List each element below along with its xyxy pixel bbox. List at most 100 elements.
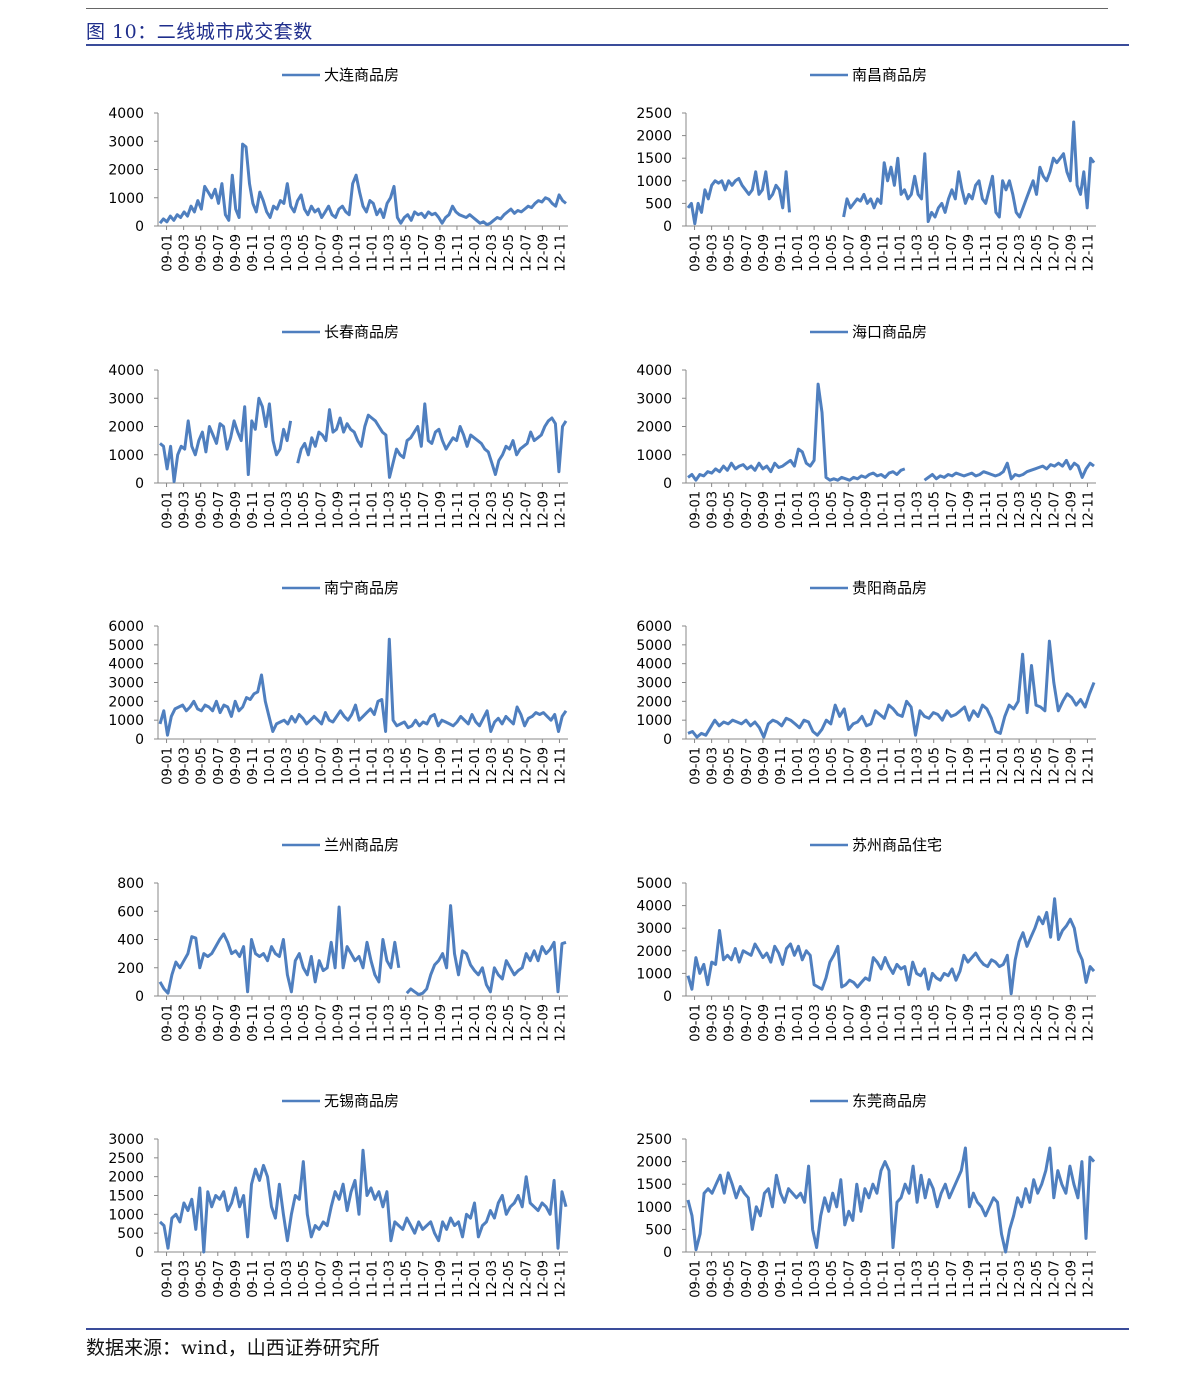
y-tick-label: 6000 [108, 619, 144, 635]
x-tick-label: 11-05 [400, 1260, 415, 1298]
x-tick-label: 12-07 [519, 1260, 534, 1298]
x-tick-label: 11-01 [366, 747, 381, 785]
x-tick-label: 10-07 [314, 234, 329, 272]
x-tick-label: 11-01 [894, 747, 909, 785]
x-tick-label: 09-09 [229, 1260, 244, 1298]
x-tick-label: 09-11 [774, 491, 789, 529]
x-tick-label: 09-01 [689, 1004, 704, 1042]
legend-label: 南昌商品房 [852, 66, 927, 84]
series-line [158, 637, 568, 737]
x-tick-label: 12-07 [1047, 234, 1062, 272]
x-tick-label: 11-11 [451, 1260, 466, 1298]
y-tick-label: 4000 [108, 106, 144, 122]
legend-label: 苏州商品住宅 [852, 836, 942, 854]
x-tick-label: 10-11 [348, 1260, 363, 1298]
x-tick-label: 10-07 [314, 1004, 329, 1042]
x-tick-label: 12-03 [1013, 1260, 1028, 1298]
x-tick-label: 10-05 [825, 234, 840, 272]
x-tick-label: 09-01 [689, 747, 704, 785]
x-tick-label: 11-09 [434, 1260, 449, 1298]
x-tick-label: 12-09 [1064, 234, 1079, 272]
x-tick-label: 09-03 [706, 491, 721, 529]
source-note: 数据来源：wind，山西证券研究所 [86, 1337, 380, 1359]
y-tick-label: 0 [663, 989, 672, 1005]
y-tick-label: 2000 [108, 694, 144, 710]
x-tick-label: 09-09 [757, 491, 772, 529]
x-tick-label: 10-07 [842, 747, 857, 785]
series-line [686, 897, 1096, 996]
x-tick-label: 12-01 [468, 1260, 483, 1298]
x-tick-label: 12-05 [1030, 1260, 1045, 1298]
x-tick-label: 10-05 [825, 491, 840, 529]
x-tick-label: 10-09 [331, 234, 346, 272]
x-tick-label: 09-07 [212, 1260, 227, 1298]
x-tick-label: 10-07 [314, 1260, 329, 1298]
x-tick-label: 12-01 [468, 491, 483, 529]
x-tick-label: 11-05 [928, 491, 943, 529]
x-tick-label: 11-03 [911, 747, 926, 785]
chart-5: 南宁商品房 0 1000 2000 3000 4000 5000 6000 09-01 09-03… [108, 579, 568, 785]
x-tick-label: 09-11 [774, 1260, 789, 1298]
x-tick-label: 12-07 [519, 234, 534, 272]
y-tick-label: 4000 [108, 363, 144, 379]
x-tick-label: 09-05 [723, 1260, 738, 1298]
x-tick-label: 11-09 [434, 491, 449, 529]
x-tick-label: 11-07 [945, 234, 960, 272]
x-tick-label: 12-11 [553, 1004, 568, 1042]
y-tick-label: 2500 [636, 1132, 672, 1148]
x-tick-label: 11-07 [945, 1004, 960, 1042]
x-tick-label: 11-03 [383, 747, 398, 785]
series-line [686, 120, 1096, 226]
x-tick-label: 11-01 [366, 491, 381, 529]
y-tick-label: 500 [645, 1222, 672, 1238]
chart-10: 东莞商品房 0 500 1000 1500 2000 2500 09-01 09-03 09-05… [636, 1092, 1096, 1298]
x-tick-label: 09-03 [178, 1260, 193, 1298]
x-tick-label: 12-01 [468, 234, 483, 272]
series-line [158, 142, 567, 227]
x-tick-label: 10-09 [859, 234, 874, 272]
x-tick-label: 11-09 [962, 747, 977, 785]
y-tick-label: 4000 [636, 363, 672, 379]
x-tick-label: 10-03 [280, 1004, 295, 1042]
x-tick-label: 11-11 [979, 491, 994, 529]
x-tick-label: 11-05 [400, 1004, 415, 1042]
y-tick-label: 1500 [108, 1189, 144, 1205]
x-tick-label: 12-07 [519, 747, 534, 785]
x-tick-label: 10-01 [791, 1004, 806, 1042]
x-tick-label: 11-11 [979, 1004, 994, 1042]
x-tick-label: 12-09 [536, 234, 551, 272]
x-tick-label: 09-03 [178, 491, 193, 529]
x-tick-label: 09-11 [246, 1260, 261, 1298]
x-tick-label: 11-01 [894, 491, 909, 529]
x-tick-label: 12-05 [502, 1004, 517, 1042]
x-tick-label: 10-07 [842, 1004, 857, 1042]
x-tick-label: 09-03 [706, 1004, 721, 1042]
x-tick-label: 09-09 [229, 491, 244, 529]
x-tick-label: 12-09 [536, 1004, 551, 1042]
x-tick-label: 12-03 [1013, 234, 1028, 272]
x-tick-label: 09-07 [212, 1004, 227, 1042]
x-tick-label: 09-11 [246, 747, 261, 785]
x-tick-label: 11-01 [366, 1004, 381, 1042]
x-tick-label: 12-01 [996, 1004, 1011, 1042]
x-tick-label: 12-11 [553, 747, 568, 785]
y-tick-label: 1000 [108, 713, 144, 729]
x-tick-label: 11-07 [945, 491, 960, 529]
x-tick-label: 10-09 [859, 747, 874, 785]
x-tick-label: 12-11 [553, 491, 568, 529]
x-tick-label: 10-05 [297, 747, 312, 785]
x-tick-label: 11-01 [366, 1260, 381, 1298]
x-tick-label: 09-09 [229, 747, 244, 785]
y-tick-label: 4000 [636, 657, 672, 673]
x-tick-label: 09-05 [723, 491, 738, 529]
x-tick-label: 09-01 [161, 491, 176, 529]
x-tick-label: 10-01 [263, 491, 278, 529]
x-tick-label: 10-03 [280, 1260, 295, 1298]
x-tick-label: 09-05 [195, 491, 210, 529]
x-tick-label: 12-05 [1030, 491, 1045, 529]
x-tick-label: 09-07 [740, 1004, 755, 1042]
x-tick-label: 12-07 [1047, 1260, 1062, 1298]
